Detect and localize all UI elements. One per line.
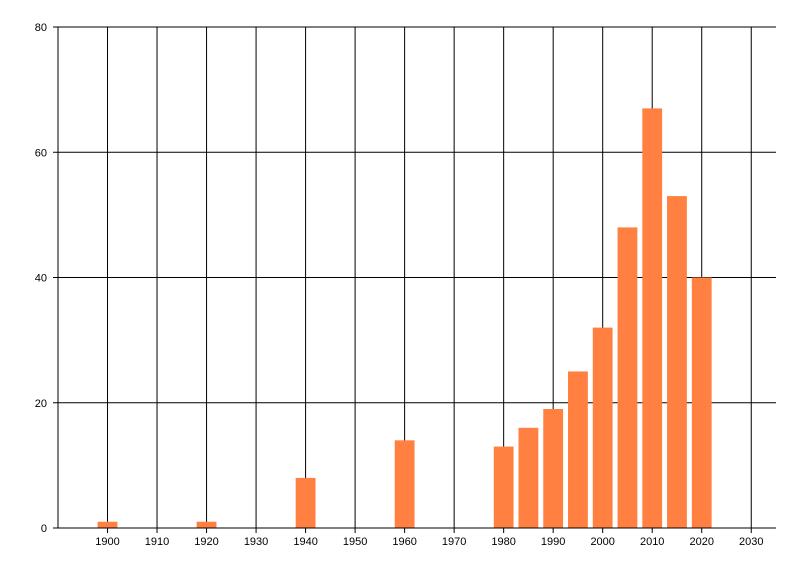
x-tick-label: 1920 [194, 536, 218, 548]
y-tick-label: 0 [41, 523, 47, 535]
bar [196, 521, 217, 528]
x-tick-label: 1960 [392, 536, 416, 548]
bar [295, 477, 316, 528]
x-tick-label: 2030 [739, 536, 763, 548]
tick-labels-layer: 0 20 40 60 80 1900 1910 1920 1930 1940 1950 1960 197… [35, 22, 764, 548]
x-tick-label: 2000 [590, 536, 614, 548]
x-tick-label: 1970 [442, 536, 466, 548]
y-tick-label: 20 [35, 398, 47, 410]
x-tick-label: 1990 [541, 536, 565, 548]
x-tick-label: 1980 [491, 536, 515, 548]
x-tick-label: 1940 [293, 536, 317, 548]
bars-layer [97, 108, 712, 528]
bar [592, 327, 613, 528]
x-tick-label: 1900 [95, 536, 119, 548]
x-tick-label: 1950 [343, 536, 367, 548]
axes-layer [53, 26, 776, 533]
y-tick-label: 80 [35, 22, 47, 34]
bar [97, 521, 118, 528]
bar [568, 371, 588, 528]
x-tick-label: 1910 [145, 536, 169, 548]
bar [617, 227, 638, 528]
bar [667, 196, 687, 528]
bar [493, 446, 514, 528]
bar [543, 409, 564, 528]
y-tick-label: 60 [35, 147, 47, 159]
x-tick-label: 2020 [689, 536, 713, 548]
x-tick-label: 1930 [244, 536, 268, 548]
bar [394, 440, 415, 528]
bar [642, 108, 663, 528]
bar [518, 427, 539, 528]
bar [691, 277, 712, 528]
x-tick-label: 2010 [640, 536, 664, 548]
y-tick-label: 40 [35, 273, 47, 285]
